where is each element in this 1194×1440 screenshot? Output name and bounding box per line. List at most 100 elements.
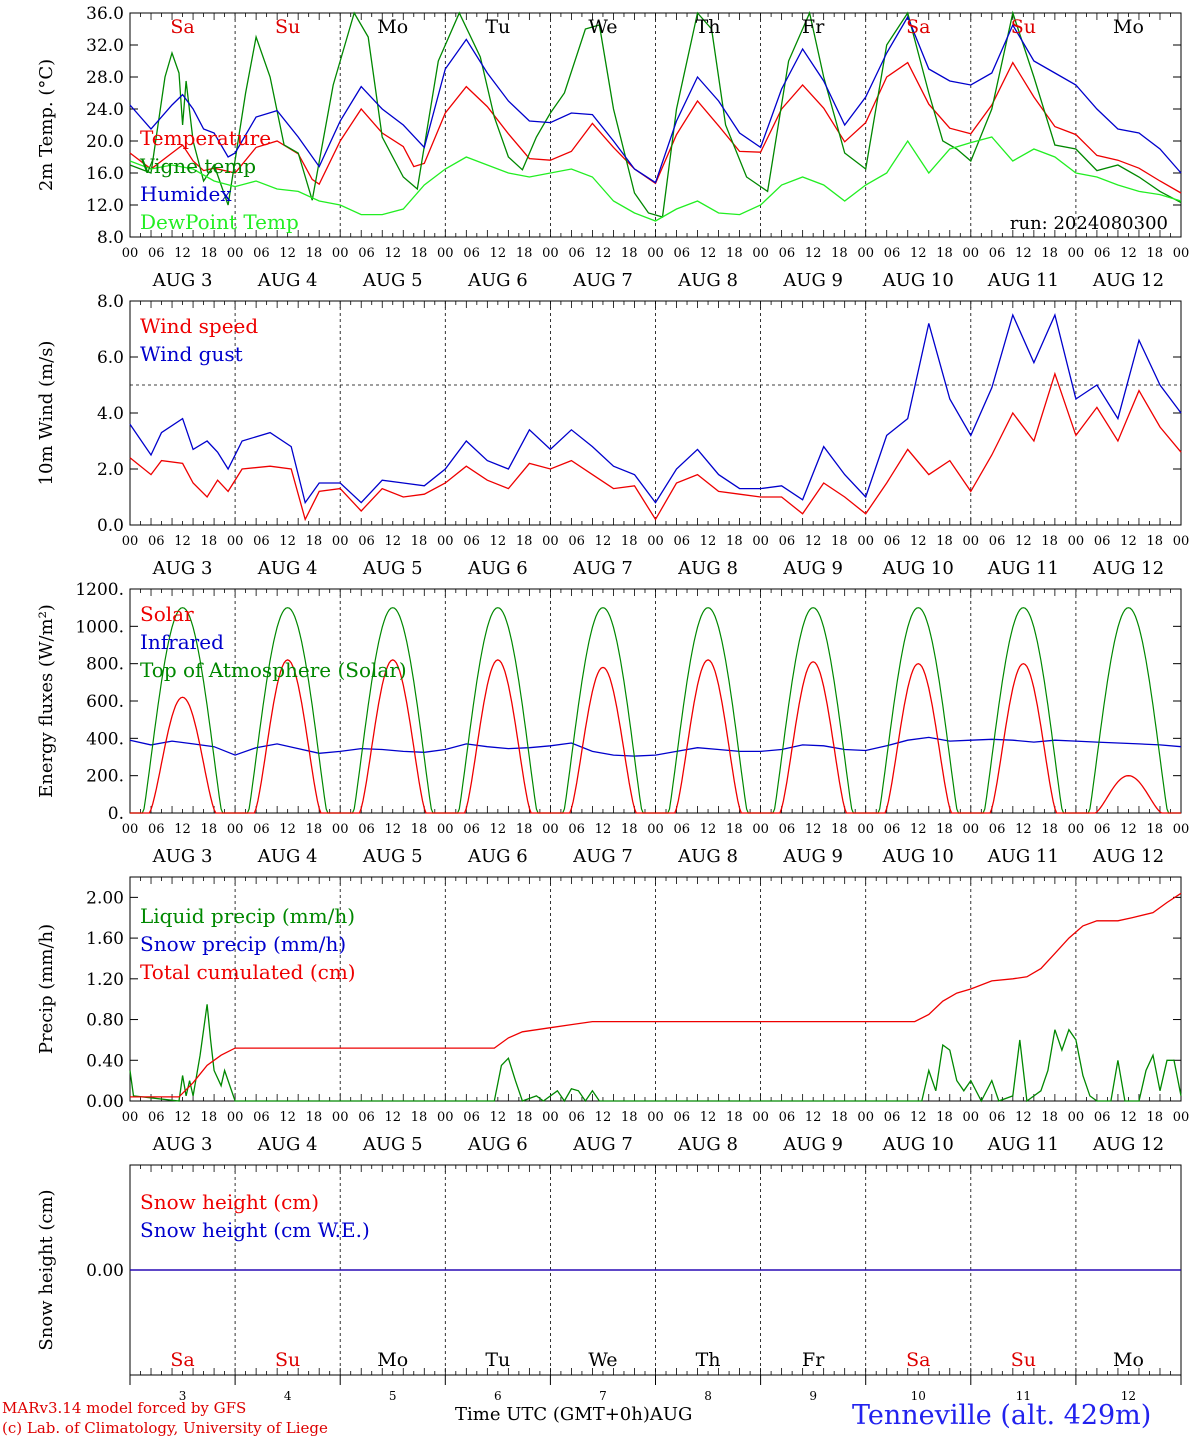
x-hour-label: 12 bbox=[595, 246, 612, 261]
y-tick-label: 0.0 bbox=[97, 516, 124, 536]
weekday-label-bottom: Mo bbox=[377, 1349, 408, 1371]
x-day-label: AUG 9 bbox=[782, 270, 843, 291]
x-hour-label: 18 bbox=[936, 1110, 953, 1125]
x-hour-label: 06 bbox=[674, 822, 691, 837]
x-hour-label: 12 bbox=[1015, 246, 1032, 261]
x-hour-label: 12 bbox=[595, 534, 612, 549]
x-hour-label: 12 bbox=[279, 822, 296, 837]
x-hour-label: 12 bbox=[910, 822, 927, 837]
x-hour-label: 00 bbox=[227, 822, 244, 837]
x-day-label: AUG 4 bbox=[257, 1134, 318, 1155]
x-hour-label: 18 bbox=[516, 822, 533, 837]
x-hour-label: 18 bbox=[1146, 1110, 1163, 1125]
weekday-label-top: Fr bbox=[802, 16, 825, 38]
x-hour-label: 12 bbox=[1015, 1110, 1032, 1125]
x-hour-label: 06 bbox=[989, 1110, 1006, 1125]
x-day-label: AUG 8 bbox=[677, 1134, 738, 1155]
x-day-label: AUG 7 bbox=[572, 846, 633, 867]
x-hour-label: 18 bbox=[621, 1110, 638, 1125]
y-tick-label: 800. bbox=[86, 655, 124, 675]
x-hour-label: 12 bbox=[1120, 1110, 1137, 1125]
x-hour-label: 00 bbox=[857, 822, 874, 837]
x-axis-title-text: Time UTC (GMT+0h) bbox=[455, 1404, 650, 1425]
x-day-label: AUG 10 bbox=[882, 846, 954, 867]
y-axis-label: 2m Temp. (°C) bbox=[36, 59, 57, 191]
y-tick-label: 2.00 bbox=[86, 888, 124, 908]
x-hour-label: 12 bbox=[279, 246, 296, 261]
x-hour-label: 12 bbox=[910, 534, 927, 549]
x-hour-label: 18 bbox=[306, 246, 323, 261]
weekday-label-top: We bbox=[588, 16, 617, 38]
x-day-label: AUG 5 bbox=[362, 270, 423, 291]
x-hour-label: 12 bbox=[1015, 822, 1032, 837]
x-hour-label: 00 bbox=[332, 822, 349, 837]
y-tick-label: 4.0 bbox=[97, 404, 124, 424]
x-hour-label: 00 bbox=[122, 822, 139, 837]
legend-entry: Infrared bbox=[140, 630, 224, 654]
x-hour-label: 12 bbox=[910, 1110, 927, 1125]
x-day-label: AUG 5 bbox=[362, 558, 423, 579]
x-hour-label: 00 bbox=[542, 1110, 559, 1125]
series-line-humidex bbox=[129, 15, 1182, 184]
y-axis-label: Energy fluxes (W/m²) bbox=[36, 604, 57, 798]
weekday-label-top: Sa bbox=[906, 16, 930, 38]
x-hour-label: 06 bbox=[358, 246, 375, 261]
x-hour-label: 06 bbox=[148, 1110, 165, 1125]
x-hour-label: 12 bbox=[910, 246, 927, 261]
x-hour-label: 00 bbox=[963, 246, 980, 261]
x-hour-label: 00 bbox=[437, 534, 454, 549]
y-axis-label: Precip (mm/h) bbox=[36, 924, 57, 1054]
x-hour-label: 06 bbox=[568, 822, 585, 837]
day-number-label: 4 bbox=[284, 1389, 292, 1403]
x-hour-label: 12 bbox=[279, 1110, 296, 1125]
x-hour-label: 18 bbox=[201, 246, 218, 261]
x-hour-label: 12 bbox=[700, 246, 717, 261]
x-hour-label: 18 bbox=[411, 534, 428, 549]
day-number-label: 8 bbox=[704, 1389, 712, 1403]
y-tick-label: 8.0 bbox=[97, 228, 124, 248]
x-hour-label: 06 bbox=[568, 534, 585, 549]
x-hour-label: 06 bbox=[1094, 246, 1111, 261]
x-day-label: AUG 10 bbox=[882, 1134, 954, 1155]
x-hour-label: 12 bbox=[1015, 534, 1032, 549]
weekday-label-top: Mo bbox=[1113, 16, 1144, 38]
x-hour-label: 06 bbox=[463, 534, 480, 549]
x-hour-label: 06 bbox=[463, 1110, 480, 1125]
x-day-label: AUG 6 bbox=[467, 1134, 528, 1155]
x-hour-label: 18 bbox=[411, 1110, 428, 1125]
x-hour-label: 18 bbox=[306, 822, 323, 837]
x-hour-label: 06 bbox=[884, 246, 901, 261]
legend-entry: Total cumulated (cm) bbox=[140, 960, 356, 984]
x-hour-label: 12 bbox=[174, 246, 191, 261]
x-hour-label: 06 bbox=[463, 822, 480, 837]
series-line-temperature bbox=[129, 61, 1182, 194]
x-hour-label: 00 bbox=[857, 534, 874, 549]
x-hour-label: 18 bbox=[411, 246, 428, 261]
credit-line-model: MARv3.14 model forced by GFS bbox=[2, 1399, 247, 1417]
x-day-label: AUG 5 bbox=[362, 846, 423, 867]
x-hour-label: 06 bbox=[148, 534, 165, 549]
x-hour-label: 00 bbox=[332, 534, 349, 549]
x-hour-label: 06 bbox=[1094, 822, 1111, 837]
x-hour-label: 12 bbox=[490, 822, 507, 837]
legend-entry: DewPoint Temp bbox=[140, 210, 299, 234]
x-hour-label: 18 bbox=[516, 1110, 533, 1125]
weekday-label-bottom: Th bbox=[696, 1349, 721, 1371]
y-tick-label: 1.60 bbox=[86, 929, 124, 949]
day-number-label: 7 bbox=[599, 1389, 607, 1403]
y-tick-label: 24.0 bbox=[86, 100, 124, 120]
x-day-label: AUG 4 bbox=[257, 846, 318, 867]
panel-2: 0.0 2.0 4.0 6.0 8.0 10m Wind (m/s) 00 06 12 18 AUG… bbox=[36, 292, 1189, 579]
x-hour-label: 06 bbox=[253, 822, 270, 837]
x-hour-label: 06 bbox=[779, 534, 796, 549]
x-hour-label: 12 bbox=[490, 1110, 507, 1125]
legend-entry: Wind gust bbox=[140, 342, 243, 366]
x-hour-label: 12 bbox=[700, 822, 717, 837]
x-day-label: AUG 9 bbox=[782, 1134, 843, 1155]
series-line-dewpoint-temp bbox=[129, 136, 1182, 222]
x-hour-label: 12 bbox=[1120, 246, 1137, 261]
weekday-label-top: Su bbox=[275, 16, 300, 38]
x-day-label: AUG 11 bbox=[987, 846, 1059, 867]
x-day-label: AUG 8 bbox=[677, 270, 738, 291]
x-hour-label: 18 bbox=[1041, 246, 1058, 261]
